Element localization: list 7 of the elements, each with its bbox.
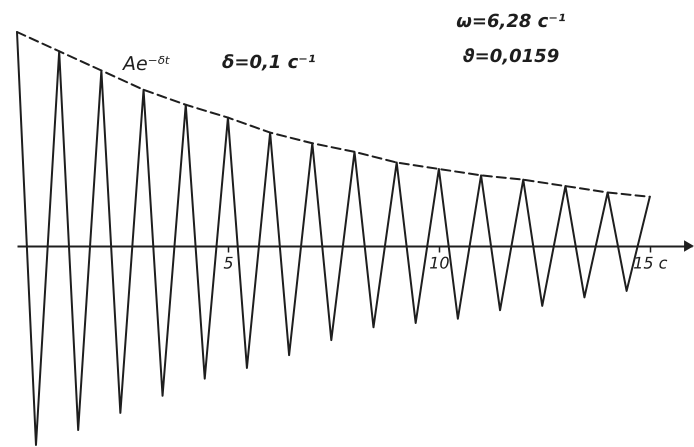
text: ω=6,28 с⁻¹ bbox=[456, 11, 566, 32]
x-tick-label: 5 bbox=[223, 253, 234, 272]
series-label: Ae⁻ᵟᵗ bbox=[121, 53, 171, 75]
x-tick-label: 10 bbox=[429, 253, 450, 272]
x-tick-label: 15 с bbox=[633, 253, 668, 272]
annotation: ϑ=0,0159 bbox=[462, 46, 560, 67]
annotation: δ=0,1 с⁻¹ bbox=[222, 52, 316, 73]
